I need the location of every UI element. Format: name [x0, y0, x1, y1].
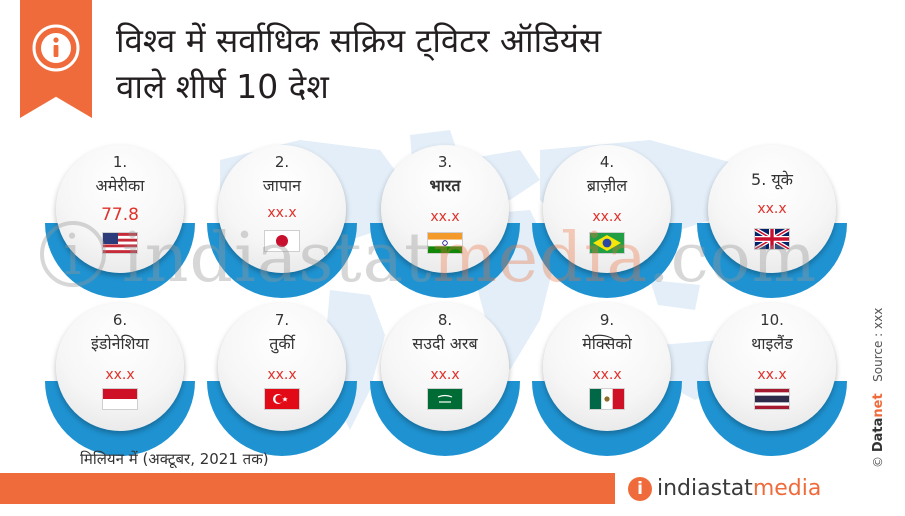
country-value: xx.x — [105, 367, 135, 383]
country-card-4: 4. ब्राज़ील xx.x — [532, 145, 682, 298]
unit-footnote: मिलियन में (अक्टूबर, 2021 तक) — [80, 450, 269, 468]
country-name: मेक्सिको — [582, 334, 632, 353]
country-rank: 1. — [112, 153, 128, 171]
country-name: भारत — [429, 176, 461, 195]
country-rank: 8. — [437, 311, 453, 329]
thailand-flag-icon — [754, 388, 790, 410]
country-value: xx.x — [757, 367, 787, 383]
country-name: अमेरीका — [95, 176, 145, 195]
title-line-2: वाले शीर्ष 10 देश — [116, 67, 329, 106]
country-name: इंडोनेशिया — [91, 334, 149, 353]
brazil-flag-icon — [589, 232, 625, 254]
watermark-part-1: indiastat — [122, 219, 433, 298]
country-rank: 10. — [760, 311, 784, 329]
country-value: xx.x — [267, 367, 297, 383]
logo-part-1: indiastat — [657, 476, 753, 501]
country-name: सउदी अरब — [412, 334, 478, 353]
watermark-info-icon — [40, 213, 106, 299]
copyright-symbol: © — [871, 456, 885, 468]
country-value: xx.x — [267, 205, 297, 221]
indonesia-flag-icon — [102, 388, 138, 410]
country-value: xx.x — [757, 201, 787, 217]
country-name: ब्राज़ील — [586, 176, 628, 195]
bottom-bar — [0, 473, 615, 504]
country-card-8: 8. सउदी अरब xx.x — [370, 303, 520, 456]
datanet-brand: Datanet — [871, 393, 886, 452]
country-name: जापान — [262, 176, 302, 195]
country-value: xx.x — [430, 367, 460, 383]
country-rank: 4. — [599, 153, 615, 171]
us-flag-icon — [102, 232, 138, 254]
info-icon — [32, 24, 80, 72]
country-card-10: 10. थाइलैंड xx.x — [697, 303, 847, 456]
country-name: यूके — [771, 170, 793, 189]
datanet-part-1: Data — [871, 417, 886, 453]
uk-flag-icon — [754, 228, 790, 250]
japan-flag-icon — [264, 230, 300, 252]
country-rank: 6. — [112, 311, 128, 329]
country-rank: 7. — [274, 311, 290, 329]
card-disc — [708, 145, 836, 273]
country-name: थाइलैंड — [751, 334, 793, 353]
watermark-part-2: media — [432, 219, 648, 298]
logo-part-2: media — [752, 476, 822, 501]
country-card-9: 9. मेक्सिको xx.x — [532, 303, 682, 456]
country-rank: 3. — [437, 153, 453, 171]
country-card-6: 6. इंडोनेशिया xx.x — [45, 303, 195, 456]
indiastatmedia-logo: i indiastatmedia — [628, 474, 848, 506]
country-value: 77.8 — [101, 205, 139, 225]
watermark: indiastatmedia.com — [40, 213, 880, 302]
turkey-flag-icon — [264, 388, 300, 410]
country-value: xx.x — [430, 209, 460, 225]
source-credit: © Datanet Source : xxx — [866, 278, 890, 468]
country-value: xx.x — [592, 209, 622, 225]
country-rank: 2. — [274, 153, 290, 171]
country-card-2: 2. जापान xx.x — [207, 145, 357, 298]
title-line-1: विश्व में सर्वाधिक सक्रिय ट्विटर ऑडियंस — [116, 21, 602, 60]
country-card-7: 7. तुर्की xx.x — [207, 303, 357, 456]
country-card-5: 5. यूके xx.x — [697, 145, 847, 298]
country-rank: 5. — [751, 170, 767, 189]
source-label: Source : xxx — [871, 307, 885, 382]
page-title: विश्व में सर्वाधिक सक्रिय ट्विटर ऑडियंस … — [116, 18, 756, 110]
datanet-part-2: net — [871, 393, 886, 418]
watermark-part-3: .com — [648, 219, 818, 298]
logo-info-icon: i — [628, 477, 652, 501]
country-rank-name: 5. यूके — [697, 169, 847, 191]
country-value: xx.x — [592, 367, 622, 383]
india-flag-icon — [427, 232, 463, 254]
mexico-flag-icon — [589, 388, 625, 410]
country-rank: 9. — [599, 311, 615, 329]
country-name: तुर्की — [269, 334, 295, 353]
saudi-arabia-flag-icon — [427, 388, 463, 410]
country-card-3: 3. भारत xx.x — [370, 145, 520, 298]
info-badge — [20, 0, 92, 118]
